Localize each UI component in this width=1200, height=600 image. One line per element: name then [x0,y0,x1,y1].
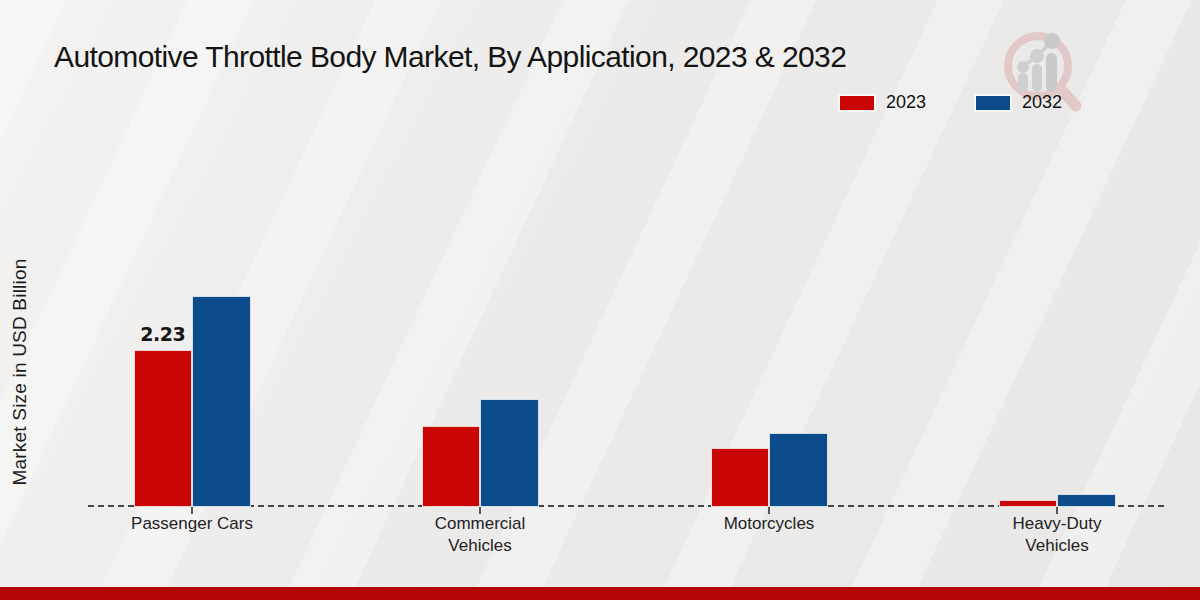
bar-2032-motorcycles [769,433,828,507]
bar-value-label-passenger-cars-2023: 2.23 [134,323,193,345]
footer-red-strip [0,587,1200,600]
bar-2032-commercial-vehicles [480,399,539,507]
plot-area: Passenger Cars Commercial Vehicles Motorcy… [0,0,1200,600]
bar-2032-passenger-cars [192,296,251,507]
x-axis-category-label-motorcycles: Motorcycles [704,513,834,535]
x-axis-category-label-passenger-cars: Passenger Cars [127,513,257,535]
bar-2023-heavy-duty-vehicles [999,500,1058,507]
bar-2023-commercial-vehicles [422,426,481,507]
bar-2023-motorcycles [711,448,770,507]
x-axis-category-label-commercial-vehicles: Commercial Vehicles [415,513,545,557]
bar-2023-passenger-cars [134,350,193,507]
bar-2032-heavy-duty-vehicles [1057,494,1116,507]
x-axis-category-label-heavy-duty-vehicles: Heavy-Duty Vehicles [992,513,1122,557]
